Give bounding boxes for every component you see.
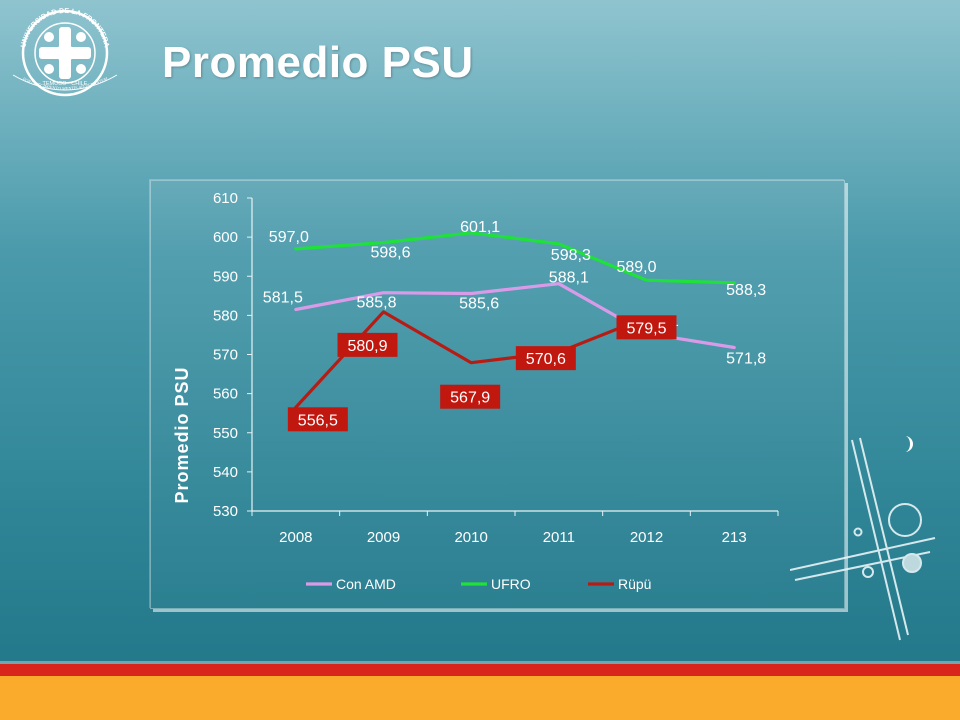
y-tick-label: 540: [213, 464, 238, 481]
line-chart: 530 540 550 560 570 580 590 600 610 2008 2009 2010 2…: [172, 190, 779, 592]
data-label-box: [616, 315, 677, 340]
data-label-box: [337, 332, 398, 357]
y-tick-label: 580: [213, 307, 238, 324]
data-label: 580,9: [347, 338, 387, 355]
data-label: 585,6: [459, 295, 499, 312]
y-tick-label: 530: [213, 503, 238, 520]
decorative-lines: [790, 436, 936, 641]
university-logo: UNIVERSIDAD DE LA FRONTERA TEMUCO · CHIL…: [12, 6, 118, 97]
data-label: 601,1: [460, 219, 500, 236]
data-label: 588,1: [549, 270, 589, 287]
data-label: 585,8: [356, 295, 396, 312]
data-label-box: [287, 407, 348, 432]
data-label: 556,5: [298, 412, 338, 429]
data-label: 598,6: [370, 245, 410, 262]
y-tick-label: 610: [213, 190, 238, 207]
y-tick-label: 590: [213, 268, 238, 285]
x-tick-label: 2008: [279, 529, 312, 546]
x-tick-label: 2009: [367, 529, 400, 546]
data-label: 579,5: [626, 320, 666, 337]
legend-label: UFRO: [491, 576, 531, 592]
footer-orange-band: [0, 676, 960, 720]
legend-label: Con AMD: [336, 576, 396, 592]
footer-red-stripe: [0, 664, 960, 676]
slide-title: Promedio PSU: [162, 38, 474, 87]
data-label-box: [440, 384, 501, 409]
data-label: 567,9: [450, 390, 490, 407]
data-label: 598,3: [551, 247, 591, 264]
data-label: 571,8: [726, 350, 766, 367]
data-label: 588,3: [726, 282, 766, 299]
y-axis-title: Promedio PSU: [172, 366, 192, 503]
logo-city: TEMUCO · CHILE: [43, 81, 88, 87]
data-label-box: [515, 346, 576, 371]
legend-label: Rüpü: [618, 576, 651, 592]
y-tick-label: 600: [213, 229, 238, 246]
x-tick-label: 2012: [630, 529, 663, 546]
y-tick-label: 550: [213, 425, 238, 442]
chart-data-labels: 581,5585,8585,6588,1575,4571,8597,0598,6…: [263, 219, 766, 432]
series-line-1: [294, 231, 736, 285]
x-tick-label: 2011: [543, 529, 575, 546]
y-tick-label: 570: [213, 347, 238, 364]
x-tick-label: 2010: [454, 529, 487, 546]
x-tick-label: 213: [722, 529, 747, 546]
data-label: 589,0: [616, 259, 656, 276]
y-tick-label: 560: [213, 386, 238, 403]
data-label: 597,0: [269, 229, 309, 246]
chart-axes: 530 540 550 560 570 580 590 600 610 2008 2009 2010 2…: [213, 190, 779, 546]
data-label: 581,5: [263, 290, 303, 307]
footer-divider: [0, 661, 960, 664]
chart-legend: Con AMD UFRO Rüpü: [306, 576, 651, 592]
data-label: 570,6: [526, 351, 566, 368]
